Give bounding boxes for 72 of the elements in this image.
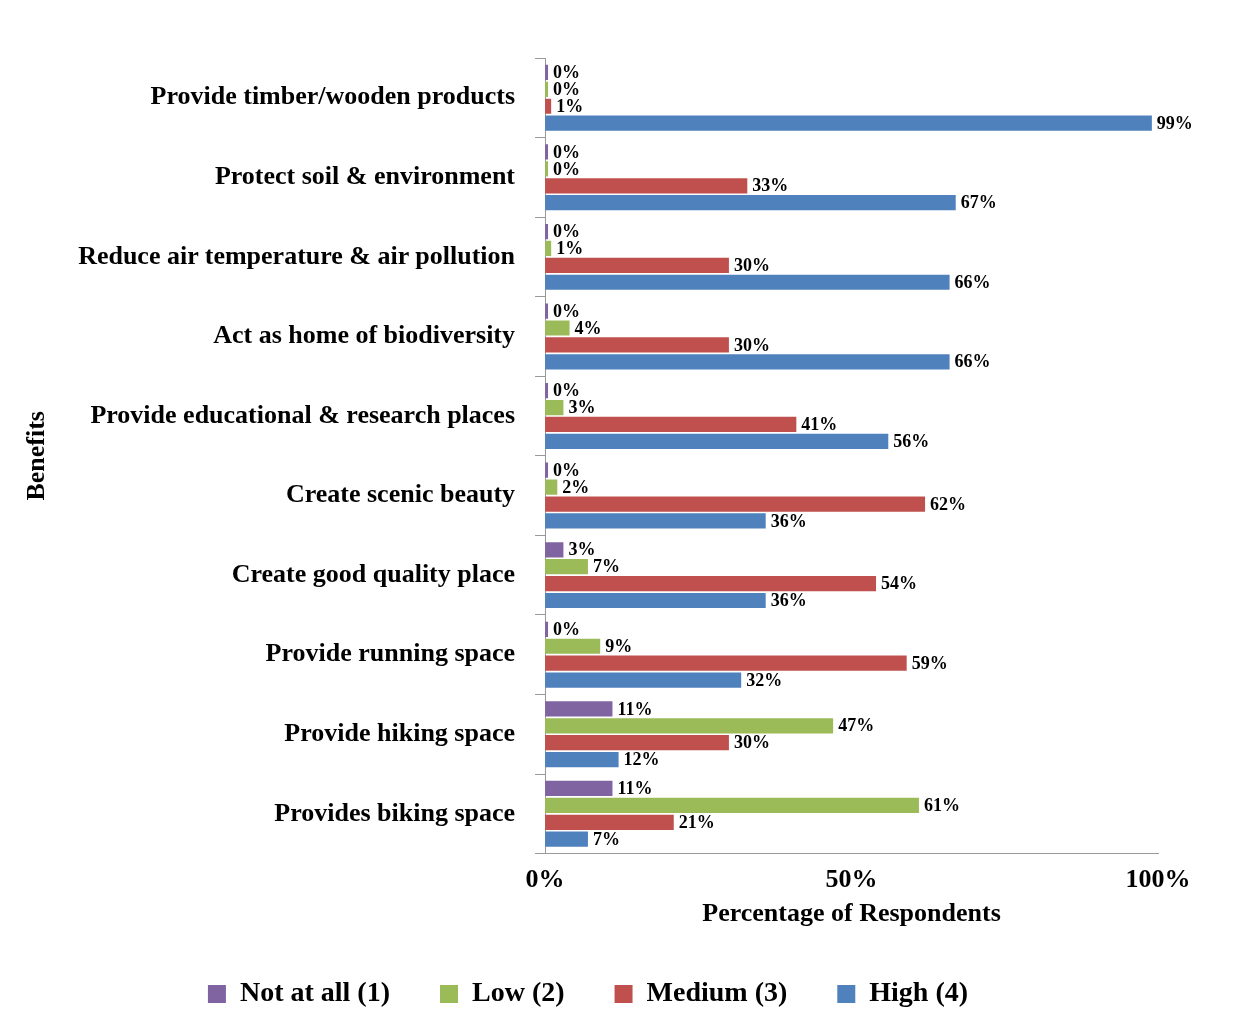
bar [545, 655, 907, 671]
x-axis-title: Percentage of Respondents [702, 898, 1001, 928]
y-tick-label: Provide educational & research places [90, 399, 516, 429]
data-label: 59% [911, 652, 948, 673]
bar [545, 513, 766, 529]
data-label: 30% [733, 732, 770, 753]
data-label: 61% [923, 795, 960, 816]
legend-label: Medium (3) [646, 976, 788, 1008]
data-label: 67% [960, 192, 997, 213]
y-tick-label: Reduce air temperature & air pollution [78, 240, 516, 270]
data-label: 33% [752, 175, 789, 196]
y-tick-label: Provide running space [265, 638, 516, 668]
data-label: 56% [893, 431, 930, 452]
bar [545, 416, 797, 433]
data-label: 0% [553, 619, 581, 639]
bar [545, 814, 674, 830]
y-tick-label: Provide timber/wooden products [150, 81, 516, 111]
bar [545, 831, 588, 847]
bar [545, 115, 1152, 131]
data-label: 54% [881, 573, 918, 594]
bar [545, 354, 950, 370]
bar [545, 542, 564, 558]
bar [545, 399, 564, 416]
bar [545, 257, 729, 273]
y-tick-label: Provide hiking space [284, 717, 516, 747]
data-label: 47% [838, 715, 875, 736]
bar [545, 701, 613, 717]
data-label: 99% [1156, 112, 1193, 133]
legend-label: Not at all (1) [239, 976, 390, 1008]
data-label: 21% [678, 811, 715, 832]
bar [545, 559, 588, 575]
data-label: 36% [770, 510, 807, 531]
bar [545, 320, 570, 336]
bar [545, 592, 766, 609]
data-label: 9% [605, 635, 633, 656]
bar [545, 752, 619, 768]
bar [545, 780, 613, 797]
y-tick-label: Protect soil & environment [214, 161, 516, 191]
bar [545, 496, 926, 512]
y-tick-label: Provides biking space [274, 797, 516, 827]
bar [545, 575, 877, 592]
bar [545, 718, 834, 734]
data-label: 41% [801, 414, 838, 435]
data-label: 11% [617, 778, 653, 799]
bar [545, 337, 729, 353]
data-label: 32% [746, 669, 783, 690]
x-tick-label: 50% [825, 863, 878, 893]
legend-label: Low (2) [472, 976, 565, 1008]
y-axis-title: Benefits [21, 411, 51, 501]
y-tick-label: Create good quality place [231, 558, 516, 588]
data-label: 36% [770, 590, 807, 611]
bar [545, 195, 956, 211]
y-tick-label: Create scenic beauty [285, 479, 516, 509]
bar [545, 638, 601, 654]
data-label: 30% [733, 334, 770, 355]
y-tick-label: Act as home of biodiversity [213, 320, 516, 350]
data-label: 30% [733, 255, 770, 276]
data-label: 11% [617, 698, 653, 719]
data-label: 66% [954, 351, 991, 372]
legend-label: High (4) [869, 976, 969, 1008]
bar [545, 797, 919, 813]
data-label: 66% [954, 271, 991, 292]
bar [545, 672, 742, 688]
bar [545, 735, 729, 751]
x-tick-label: 100% [1125, 863, 1191, 893]
bar [545, 274, 950, 290]
bar [545, 178, 748, 194]
data-label: 62% [930, 493, 967, 514]
x-tick-label: 0% [525, 863, 565, 893]
data-label: 12% [623, 749, 660, 770]
bar [545, 433, 889, 449]
data-label: 7% [592, 828, 620, 849]
